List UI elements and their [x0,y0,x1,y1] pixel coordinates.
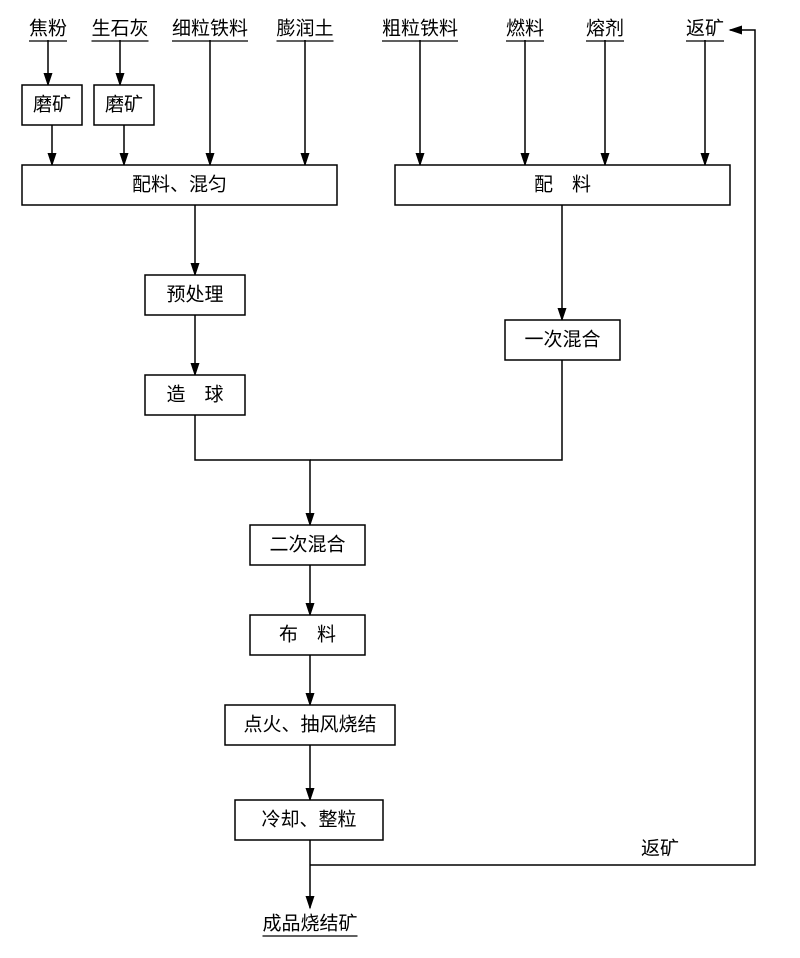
ignite: 点火、抽风烧结 [225,705,395,745]
grind2-label: 磨矿 [105,93,143,115]
in-lime-label: 生石灰 [91,17,148,39]
distrib-label: 布 料 [279,623,336,645]
in-fuel: 燃料 [506,17,544,41]
in-fuel-label: 燃料 [506,17,544,39]
in-coke-label: 焦粉 [29,17,67,39]
cool-label: 冷却、整粒 [261,808,356,830]
in-flux: 熔剂 [586,17,624,41]
out-final: 成品烧结矿 [262,912,357,936]
in-coke: 焦粉 [29,17,67,41]
pellet-label: 造 球 [166,383,223,405]
out-final-label: 成品烧结矿 [262,912,357,934]
lbl-return-label: 返矿 [641,837,679,859]
second: 二次混合 [250,525,365,565]
lbl-return: 返矿 [641,837,679,859]
in-return: 返矿 [686,17,724,41]
second-label: 二次混合 [269,533,345,555]
grind1-label: 磨矿 [33,93,71,115]
in-fine: 细粒铁料 [172,17,248,41]
mix-left-label: 配料、混匀 [132,173,227,195]
ignite-label: 点火、抽风烧结 [243,713,376,735]
primary: 一次混合 [505,320,620,360]
mix-left: 配料、混匀 [22,165,337,205]
in-bent: 膨润土 [276,17,333,41]
primary-label: 一次混合 [524,328,600,350]
pretreat: 预处理 [145,275,245,315]
grind1: 磨矿 [22,85,82,125]
in-coarse: 粗粒铁料 [382,17,458,41]
edge-pellet-down [195,415,310,525]
in-bent-label: 膨润土 [276,17,333,39]
edge-primary-down [310,360,562,460]
grind2: 磨矿 [94,85,154,125]
distrib: 布 料 [250,615,365,655]
mix-right-label: 配 料 [534,173,591,195]
in-return-label: 返矿 [686,17,724,39]
in-lime: 生石灰 [91,17,148,41]
pretreat-label: 预处理 [166,283,223,305]
in-coarse-label: 粗粒铁料 [382,17,458,39]
pellet: 造 球 [145,375,245,415]
cool: 冷却、整粒 [235,800,383,840]
in-flux-label: 熔剂 [586,17,624,39]
mix-right: 配 料 [395,165,730,205]
in-fine-label: 细粒铁料 [172,17,248,39]
